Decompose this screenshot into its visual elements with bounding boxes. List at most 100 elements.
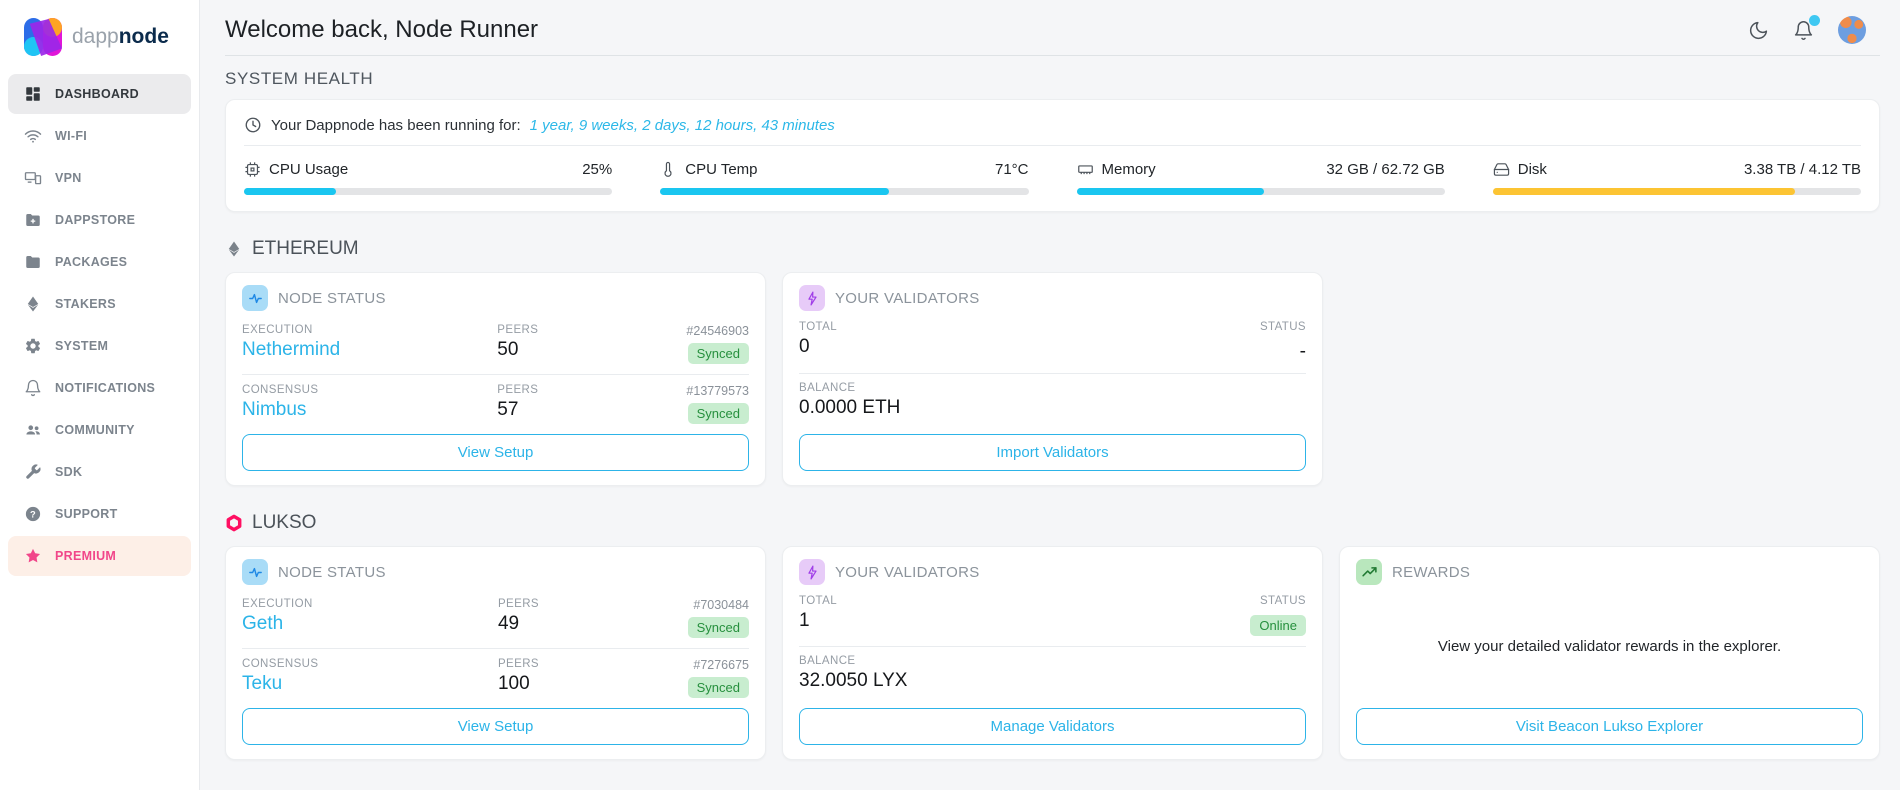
dashboard-icon [26,87,40,101]
thermometer-icon [664,161,672,177]
sidebar-item-label: VPN [55,171,82,185]
disk-bar-fill [1492,188,1795,195]
consensus-client-link[interactable]: Nimbus [242,399,307,420]
disk-icon [1493,163,1509,176]
sidebar-item-label: COMMUNITY [55,423,135,437]
system-health-card: Your Dappnode has been running for: 1 ye… [225,99,1880,212]
validators-status: - [1299,341,1306,362]
import-validators-button[interactable]: Import Validators [799,434,1306,471]
sidebar-item-label: SUPPORT [55,507,118,521]
block-number: #24546903 [686,324,749,338]
dappnode-logo-icon [24,18,62,56]
sidebar-item-dappstore[interactable]: DAPPSTORE [8,200,191,240]
card-title: YOUR VALIDATORS [835,289,980,307]
folder-icon [26,256,40,268]
cpu-temp-bar [660,188,1029,195]
rewards-description: View your detailed validator rewards in … [1437,638,1782,655]
validators-balance: 32.0050 LYX [799,670,908,691]
ethereum-section-header: ETHEREUM [225,238,1880,260]
stat-label: Memory [1101,161,1156,178]
top-header: Welcome back, Node Runner [225,0,1880,56]
sidebar-item-wifi[interactable]: WI-FI [8,116,191,156]
dappnode-logo[interactable]: dappnode [0,12,199,72]
view-setup-button[interactable]: View Setup [242,708,749,745]
sidebar-item-dashboard[interactable]: DASHBOARD [8,74,191,114]
status-badge: Synced [687,677,749,698]
clock-icon [245,117,261,133]
cpu-usage-bar [244,188,613,195]
validators-balance: 0.0000 ETH [799,397,901,418]
lukso-validators-card: YOUR VALIDATORS TOTAL 1 STATUS Online BALA… [782,546,1323,760]
lukso-section-header: LUKSO [225,512,1880,534]
uptime-row: Your Dappnode has been running for: 1 ye… [244,112,1861,146]
validators-total-row: TOTAL 0 STATUS - [799,319,1306,374]
pulse-icon [242,559,268,585]
trending-up-icon [1356,559,1382,585]
sidebar-item-label: NOTIFICATIONS [55,381,156,395]
consensus-row: CONSENSUS Teku PEERS 100 #7276675 Synced [242,648,749,708]
star-icon [25,548,41,563]
gear-icon [25,338,41,354]
consensus-client-link[interactable]: Teku [242,673,283,694]
ethereum-icon [228,241,240,257]
peers-count: 57 [497,399,519,420]
stat-value: 3.38 TB / 4.12 TB [1743,161,1861,178]
lukso-rewards-card: REWARDS View your detailed validator rew… [1339,546,1880,760]
execution-client-link[interactable]: Geth [242,613,284,634]
health-stats: CPU Usage 25% CPU Temp 71°C [244,146,1861,195]
header-icons [1748,14,1880,44]
sidebar-item-label: PREMIUM [55,549,117,563]
card-title: NODE STATUS [278,289,386,307]
memory-icon [1077,165,1093,175]
sidebar-item-support[interactable]: ? SUPPORT [8,494,191,534]
block-number: #13779573 [686,384,749,398]
sidebar-item-premium[interactable]: PREMIUM [8,536,191,576]
wifi-icon [24,130,42,143]
sidebar-item-notifications[interactable]: NOTIFICATIONS [8,368,191,408]
dark-mode-toggle[interactable] [1748,20,1769,41]
sidebar-item-sdk[interactable]: SDK [8,452,191,492]
sidebar-item-community[interactable]: COMMUNITY [8,410,191,450]
lightning-icon [799,559,825,585]
ethereum-diamond-icon [27,296,39,312]
cpu-temp-bar-fill [660,188,889,195]
stat-label: CPU Temp [685,161,758,178]
sidebar-item-system[interactable]: SYSTEM [8,326,191,366]
card-title: YOUR VALIDATORS [835,563,980,581]
sidebar-item-vpn[interactable]: VPN [8,158,191,198]
view-setup-button[interactable]: View Setup [242,434,749,471]
execution-row: EXECUTION Nethermind PEERS 50 #24546903 Syn… [242,319,749,374]
sidebar-item-label: STAKERS [55,297,116,311]
peers-count: 100 [497,673,530,694]
disk-bar [1492,188,1861,195]
execution-client-link[interactable]: Nethermind [242,339,341,360]
peers-count: 50 [497,339,519,360]
manage-validators-button[interactable]: Manage Validators [799,708,1306,745]
notifications-button[interactable] [1793,14,1820,41]
lightning-icon [799,285,825,311]
ethereum-validators-card: YOUR VALIDATORS TOTAL 0 STATUS - BALANCE 0… [782,272,1323,486]
validators-total-row: TOTAL 1 STATUS Online [799,593,1306,647]
peers-count: 49 [497,613,520,634]
memory-bar [1076,188,1445,195]
status-badge: Synced [687,343,749,364]
stat-cpu-temp: CPU Temp 71°C [660,161,1029,195]
sidebar-item-label: SDK [55,465,83,479]
validators-total: 1 [799,610,810,631]
bell-icon [25,379,41,397]
visit-explorer-button[interactable]: Visit Beacon Lukso Explorer [1356,708,1863,745]
cpu-icon [245,162,260,177]
execution-row: EXECUTION Geth PEERS 49 #7030484 Synced [242,593,749,648]
lukso-cards: NODE STATUS EXECUTION Geth PEERS 49 #70304… [225,546,1880,760]
question-circle-icon: ? [25,506,41,522]
sidebar-item-packages[interactable]: PACKAGES [8,242,191,282]
section-title: ETHEREUM [252,238,359,259]
avatar[interactable] [1838,16,1866,44]
stat-value: 71°C [994,161,1029,178]
stat-cpu-usage: CPU Usage 25% [244,161,613,195]
sidebar-item-stakers[interactable]: STAKERS [8,284,191,324]
sidebar-item-label: WI-FI [55,129,88,143]
sidebar-item-label: PACKAGES [55,255,128,269]
stat-memory: Memory 32 GB / 62.72 GB [1076,161,1445,195]
section-title: LUKSO [252,512,317,533]
